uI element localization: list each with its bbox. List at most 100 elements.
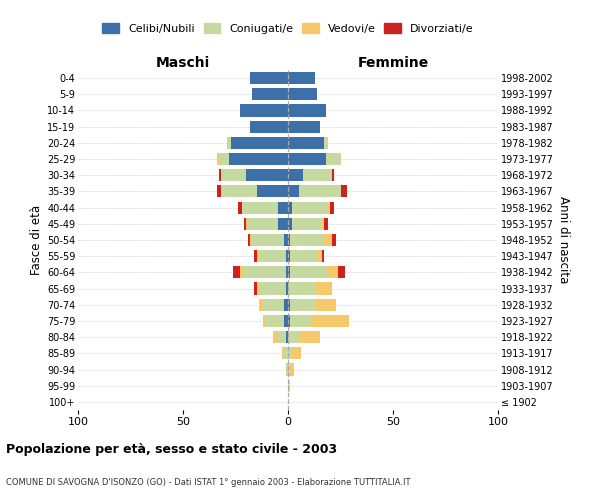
Bar — [265, 315, 284, 327]
Bar — [288, 72, 316, 84]
Bar — [288, 266, 290, 278]
Bar — [232, 137, 288, 149]
Bar — [217, 153, 218, 165]
Bar — [288, 104, 326, 117]
Bar — [218, 153, 229, 165]
Bar — [286, 331, 288, 343]
Bar — [288, 250, 290, 262]
Bar — [253, 234, 284, 246]
Bar — [257, 282, 259, 294]
Bar — [221, 186, 257, 198]
Bar — [316, 282, 332, 294]
Bar — [254, 250, 257, 262]
Bar — [286, 364, 288, 376]
Bar — [250, 72, 288, 84]
Text: Femmine: Femmine — [358, 56, 428, 70]
Y-axis label: Fasce di età: Fasce di età — [29, 205, 43, 275]
Bar — [338, 266, 345, 278]
Bar — [322, 250, 324, 262]
Bar — [328, 202, 330, 213]
Bar — [240, 266, 244, 278]
Bar — [286, 266, 288, 278]
Bar — [244, 266, 286, 278]
Bar — [233, 266, 240, 278]
Bar — [284, 315, 288, 327]
Bar — [263, 315, 265, 327]
Bar — [290, 298, 316, 311]
Bar — [290, 266, 328, 278]
Bar — [288, 380, 290, 392]
Bar — [324, 218, 328, 230]
Bar — [332, 234, 337, 246]
Bar — [311, 315, 349, 327]
Bar — [332, 169, 334, 181]
Bar — [288, 218, 292, 230]
Bar — [288, 153, 326, 165]
Bar — [248, 234, 250, 246]
Bar — [259, 298, 263, 311]
Bar — [250, 234, 252, 246]
Bar — [259, 282, 286, 294]
Bar — [238, 202, 242, 213]
Bar — [303, 169, 332, 181]
Y-axis label: Anni di nascita: Anni di nascita — [557, 196, 571, 284]
Bar — [221, 169, 246, 181]
Bar — [288, 120, 320, 132]
Bar — [292, 218, 322, 230]
Bar — [250, 120, 288, 132]
Bar — [328, 266, 338, 278]
Bar — [317, 250, 322, 262]
Bar — [284, 234, 288, 246]
Bar — [288, 331, 299, 343]
Bar — [218, 169, 221, 181]
Legend: Celibi/Nubili, Coniugati/e, Vedovi/e, Divorziati/e: Celibi/Nubili, Coniugati/e, Vedovi/e, Di… — [103, 23, 473, 34]
Bar — [277, 331, 286, 343]
Bar — [324, 137, 328, 149]
Bar — [288, 169, 303, 181]
Bar — [254, 282, 257, 294]
Bar — [326, 153, 341, 165]
Bar — [246, 218, 248, 230]
Bar — [229, 153, 288, 165]
Bar — [292, 348, 301, 360]
Bar — [257, 186, 288, 198]
Bar — [330, 202, 334, 213]
Bar — [288, 298, 290, 311]
Bar — [288, 202, 292, 213]
Bar — [288, 315, 290, 327]
Bar — [290, 315, 311, 327]
Bar — [252, 88, 288, 101]
Bar — [227, 137, 232, 149]
Bar — [284, 298, 288, 311]
Bar — [288, 234, 290, 246]
Bar — [259, 250, 286, 262]
Bar — [324, 234, 332, 246]
Bar — [292, 202, 328, 213]
Text: COMUNE DI SAVOGNA D'ISONZO (GO) - Dati ISTAT 1° gennaio 2003 - Elaborazione TUTT: COMUNE DI SAVOGNA D'ISONZO (GO) - Dati I… — [6, 478, 410, 487]
Bar — [284, 348, 288, 360]
Bar — [290, 234, 324, 246]
Bar — [240, 104, 288, 117]
Bar — [341, 186, 347, 198]
Bar — [244, 218, 246, 230]
Bar — [257, 250, 259, 262]
Bar — [288, 186, 299, 198]
Bar — [282, 348, 284, 360]
Bar — [286, 250, 288, 262]
Bar — [286, 282, 288, 294]
Bar — [299, 331, 320, 343]
Bar — [217, 186, 221, 198]
Bar — [246, 169, 288, 181]
Bar — [248, 218, 277, 230]
Bar — [288, 282, 316, 294]
Text: Popolazione per età, sesso e stato civile - 2003: Popolazione per età, sesso e stato civil… — [6, 442, 337, 456]
Bar — [316, 298, 337, 311]
Bar — [322, 218, 324, 230]
Bar — [242, 202, 277, 213]
Bar — [277, 218, 288, 230]
Bar — [274, 331, 277, 343]
Bar — [288, 348, 292, 360]
Bar — [299, 186, 341, 198]
Bar — [277, 202, 288, 213]
Bar — [290, 250, 317, 262]
